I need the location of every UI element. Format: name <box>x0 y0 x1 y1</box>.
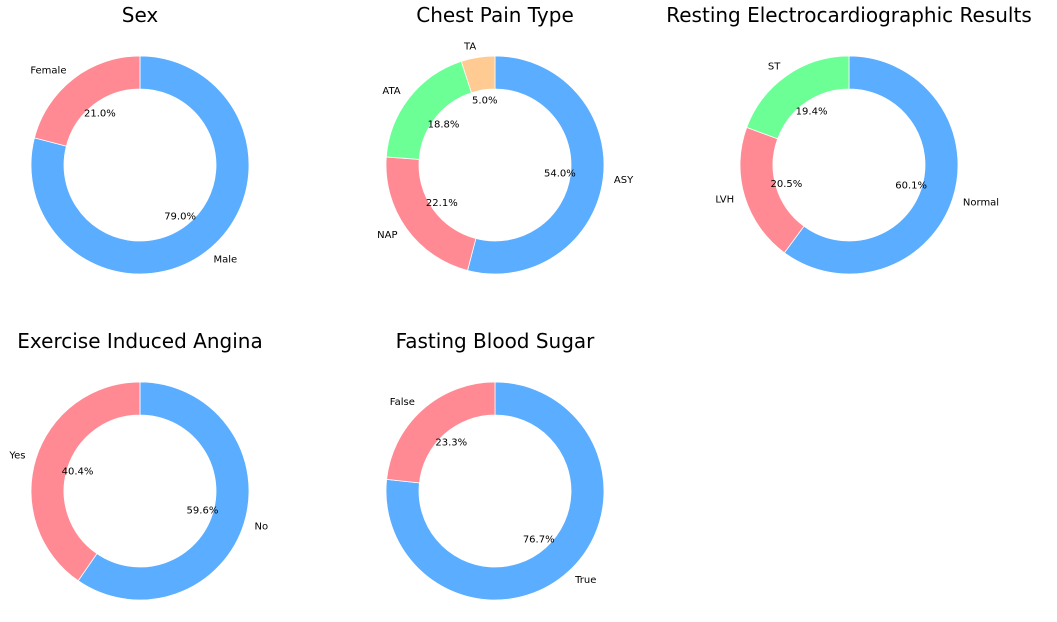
slice-label: ATA <box>382 86 400 97</box>
slice-percentage-label: 22.1% <box>426 198 458 209</box>
chart-title: Resting Electrocardiographic Results <box>666 3 1032 27</box>
donut-slice-st <box>746 55 850 140</box>
slice-label: Yes <box>8 450 25 461</box>
slice-percentage-label: 20.5% <box>770 179 802 190</box>
slice-percentage-label: 23.3% <box>435 437 467 448</box>
donut-slice-true <box>385 381 605 601</box>
donut-slice-yes <box>30 381 141 582</box>
slice-percentage-label: 54.0% <box>544 168 576 179</box>
slice-percentage-label: 60.1% <box>895 180 927 191</box>
donut-slice-false <box>386 381 496 484</box>
slice-label: ASY <box>614 175 634 186</box>
donut-slice-female <box>33 55 141 147</box>
chart-title: Fasting Blood Sugar <box>396 329 596 353</box>
slice-label: False <box>390 397 415 408</box>
slice-percentage-label: 76.7% <box>523 535 555 546</box>
donut-slice-ata <box>385 60 472 160</box>
slice-label: NAP <box>377 230 397 241</box>
slice-percentage-label: 79.0% <box>164 212 196 223</box>
donut-slice-nap <box>385 156 477 271</box>
slice-label: Normal <box>963 197 999 208</box>
slice-label: No <box>254 522 268 533</box>
donut-chart-exercise-induced-angina: Exercise Induced Angina No 59.6% Yes 40.4% <box>8 329 268 601</box>
slice-percentage-label: 19.4% <box>796 106 828 117</box>
donut-chart-resting-electrocardiographic-results: Resting Electrocardiographic Results Norm… <box>666 3 1032 275</box>
slice-percentage-label: 21.0% <box>84 108 116 119</box>
slice-percentage-label: 18.8% <box>428 120 460 131</box>
slice-label: TA <box>463 42 476 53</box>
chart-title: Chest Pain Type <box>416 3 574 27</box>
slice-percentage-label: 40.4% <box>62 467 94 478</box>
slice-label: ST <box>768 62 781 73</box>
slice-percentage-label: 59.6% <box>187 505 219 516</box>
donut-chart-chest-pain-type: Chest Pain Type ASY 54.0% NAP 22.1% ATA 18.8% T… <box>377 3 634 275</box>
donut-slice-normal <box>783 55 959 275</box>
chart-title: Sex <box>122 3 159 27</box>
donut-slice-asy <box>467 55 605 275</box>
donut-slice-ta <box>460 55 496 94</box>
donut-slice-no <box>77 381 250 601</box>
slice-label: Female <box>30 65 66 76</box>
slice-percentage-label: 5.0% <box>472 95 497 106</box>
donut-chart-sex: Sex Male 79.0% Female 21.0% <box>30 3 250 275</box>
donut-slice-male <box>30 55 250 275</box>
slice-label: LVH <box>715 195 734 206</box>
chart-title: Exercise Induced Angina <box>17 329 262 353</box>
slice-label: Male <box>213 255 237 266</box>
donut-chart-fasting-blood-sugar: Fasting Blood Sugar True 76.7% False 23.3% <box>385 329 605 601</box>
donut-slice-lvh <box>739 126 805 254</box>
slice-label: True <box>574 575 596 586</box>
